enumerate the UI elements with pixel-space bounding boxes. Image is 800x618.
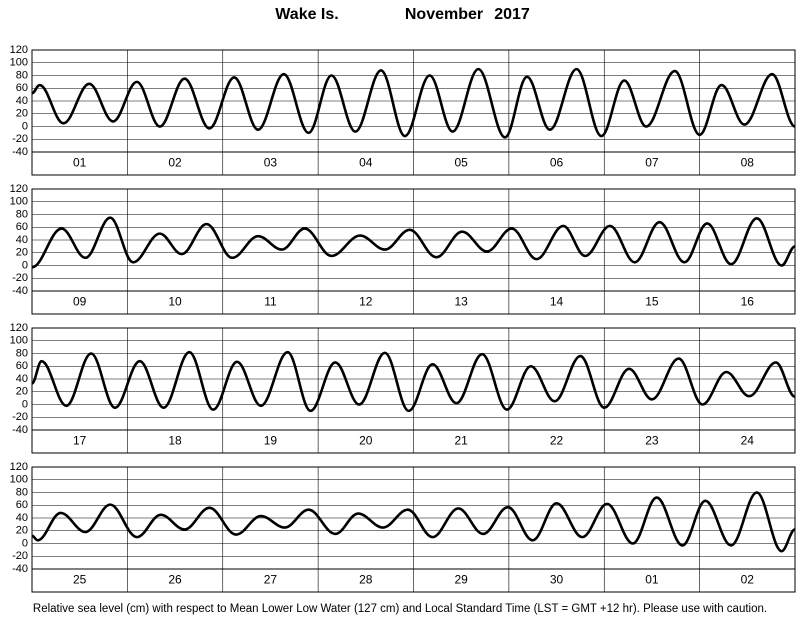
y-tick-label: 100 bbox=[10, 196, 28, 208]
panel-frame bbox=[31, 49, 796, 176]
day-label: 20 bbox=[359, 434, 373, 448]
y-tick-label: 40 bbox=[16, 373, 28, 385]
y-tick-label: 80 bbox=[16, 486, 28, 498]
day-label: 12 bbox=[359, 295, 373, 309]
day-label: 19 bbox=[264, 434, 278, 448]
place-title: Wake Is. bbox=[275, 6, 338, 23]
y-tick-label: 20 bbox=[16, 247, 28, 259]
y-tick-label: 0 bbox=[22, 259, 28, 271]
day-label: 07 bbox=[645, 156, 659, 170]
y-tick-label: 20 bbox=[16, 108, 28, 120]
day-label: 15 bbox=[645, 295, 659, 309]
y-tick-label: 0 bbox=[22, 398, 28, 410]
day-label: 22 bbox=[550, 434, 564, 448]
day-label: 28 bbox=[359, 573, 373, 587]
day-label: 17 bbox=[73, 434, 87, 448]
day-label: 04 bbox=[359, 156, 373, 170]
day-label: 24 bbox=[741, 434, 755, 448]
tide-line bbox=[31, 216, 796, 269]
y-tick-label: -20 bbox=[12, 411, 28, 423]
y-tick-label: 60 bbox=[16, 221, 28, 233]
day-label: 26 bbox=[168, 573, 182, 587]
y-tick-label: 100 bbox=[10, 57, 28, 69]
y-tick-label: 80 bbox=[16, 69, 28, 81]
y-tick-label: -20 bbox=[12, 133, 28, 145]
month-title: November bbox=[405, 6, 483, 23]
y-tick-label: -40 bbox=[12, 146, 28, 158]
day-label: 09 bbox=[73, 295, 87, 309]
y-tick-label: 60 bbox=[16, 360, 28, 372]
day-label: 27 bbox=[264, 573, 278, 587]
y-tick-label: -40 bbox=[12, 285, 28, 297]
y-tick-label: 60 bbox=[16, 499, 28, 511]
y-tick-label: 120 bbox=[10, 461, 28, 473]
y-tick-label: -40 bbox=[12, 563, 28, 575]
y-tick-label: -20 bbox=[12, 550, 28, 562]
day-label: 23 bbox=[645, 434, 659, 448]
day-label: 06 bbox=[550, 156, 564, 170]
y-tick-label: 80 bbox=[16, 208, 28, 220]
day-label: 11 bbox=[264, 295, 277, 309]
day-label: 14 bbox=[550, 295, 564, 309]
y-tick-label: 0 bbox=[22, 537, 28, 549]
y-tick-label: 20 bbox=[16, 525, 28, 537]
tide-line bbox=[30, 350, 796, 413]
y-tick-label: -40 bbox=[12, 424, 28, 436]
y-tick-label: 120 bbox=[10, 322, 28, 334]
tide-line bbox=[31, 491, 796, 553]
day-label: 29 bbox=[455, 573, 469, 587]
y-tick-label: 40 bbox=[16, 234, 28, 246]
y-tick-label: 40 bbox=[16, 512, 28, 524]
day-label: 21 bbox=[455, 434, 469, 448]
y-tick-label: 100 bbox=[10, 474, 28, 486]
day-label: 01 bbox=[73, 156, 87, 170]
y-tick-label: 120 bbox=[10, 183, 28, 195]
panel-frame bbox=[31, 327, 796, 454]
day-label: 30 bbox=[550, 573, 564, 587]
day-label: 08 bbox=[741, 156, 755, 170]
day-label: 16 bbox=[741, 295, 755, 309]
tide-line bbox=[31, 67, 796, 139]
y-tick-label: 100 bbox=[10, 335, 28, 347]
y-tick-label: -20 bbox=[12, 272, 28, 284]
day-label: 18 bbox=[168, 434, 182, 448]
day-label: 02 bbox=[168, 156, 182, 170]
day-label: 05 bbox=[455, 156, 469, 170]
y-tick-label: 80 bbox=[16, 347, 28, 359]
footer-note: Relative sea level (cm) with respect to … bbox=[33, 603, 767, 615]
day-label: 25 bbox=[73, 573, 87, 587]
y-tick-label: 40 bbox=[16, 95, 28, 107]
y-tick-label: 120 bbox=[10, 44, 28, 56]
y-tick-label: 0 bbox=[22, 120, 28, 132]
day-label: 01 bbox=[645, 573, 659, 587]
y-tick-label: 20 bbox=[16, 386, 28, 398]
day-label: 02 bbox=[741, 573, 755, 587]
year-title: 2017 bbox=[494, 6, 530, 23]
day-label: 10 bbox=[168, 295, 182, 309]
panel-frame bbox=[31, 188, 796, 315]
day-label: 03 bbox=[264, 156, 278, 170]
day-label: 13 bbox=[455, 295, 469, 309]
y-tick-label: 60 bbox=[16, 82, 28, 94]
